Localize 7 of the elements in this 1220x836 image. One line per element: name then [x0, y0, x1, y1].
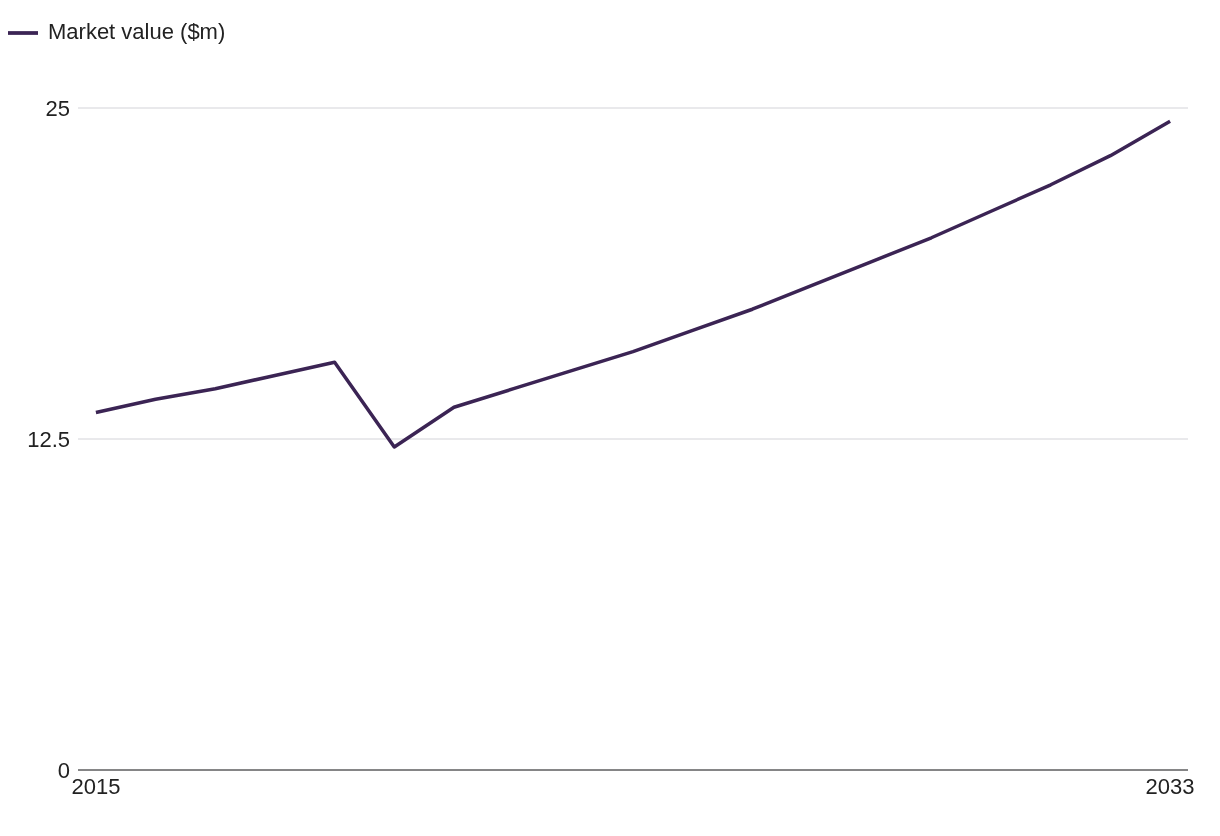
y-tick-label: 25 — [45, 95, 70, 121]
x-tick-label: 2015 — [71, 773, 121, 799]
x-tick-label: 2033 — [1145, 773, 1195, 799]
y-tick-label: 0 — [57, 757, 70, 783]
line-series — [94, 119, 1172, 449]
y-tick-label: 12.5 — [27, 426, 70, 452]
legend-label: Market value ($m) — [48, 18, 226, 44]
